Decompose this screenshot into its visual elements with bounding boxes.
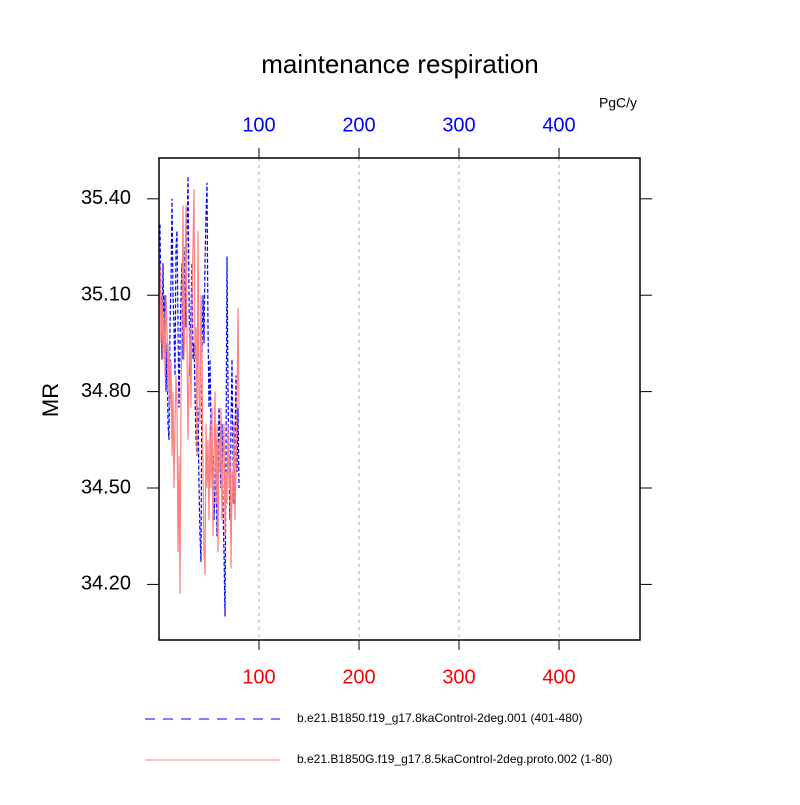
y-tick-label: 34.80 <box>81 380 131 402</box>
legend-label: b.e21.B1850.f19_g17.8kaControl-2deg.001 … <box>297 711 583 725</box>
x2-tick-label: 300 <box>442 114 475 136</box>
x2-tick-label: 100 <box>242 114 275 136</box>
y-tick-label: 34.20 <box>81 573 131 595</box>
data-line <box>159 189 240 595</box>
y-tick-label: 34.50 <box>81 476 131 498</box>
chart-title: maintenance respiration <box>261 49 539 79</box>
plot-frame <box>158 157 641 641</box>
x-tick-label: 300 <box>442 666 475 688</box>
x-tick-label: 400 <box>542 666 575 688</box>
x-tick-label: 200 <box>342 666 375 688</box>
legend-label: b.e21.B1850G.f19_g17.8.5kaControl-2deg.p… <box>297 752 613 766</box>
y-tick-label: 35.10 <box>81 283 131 305</box>
y-tick-label: 35.40 <box>81 187 131 209</box>
x2-axis-label: PgC/y <box>599 95 637 111</box>
x2-tick-label: 400 <box>542 114 575 136</box>
y-axis-label: MR <box>38 383 63 417</box>
x2-tick-label: 200 <box>342 114 375 136</box>
x-tick-label: 100 <box>242 666 275 688</box>
